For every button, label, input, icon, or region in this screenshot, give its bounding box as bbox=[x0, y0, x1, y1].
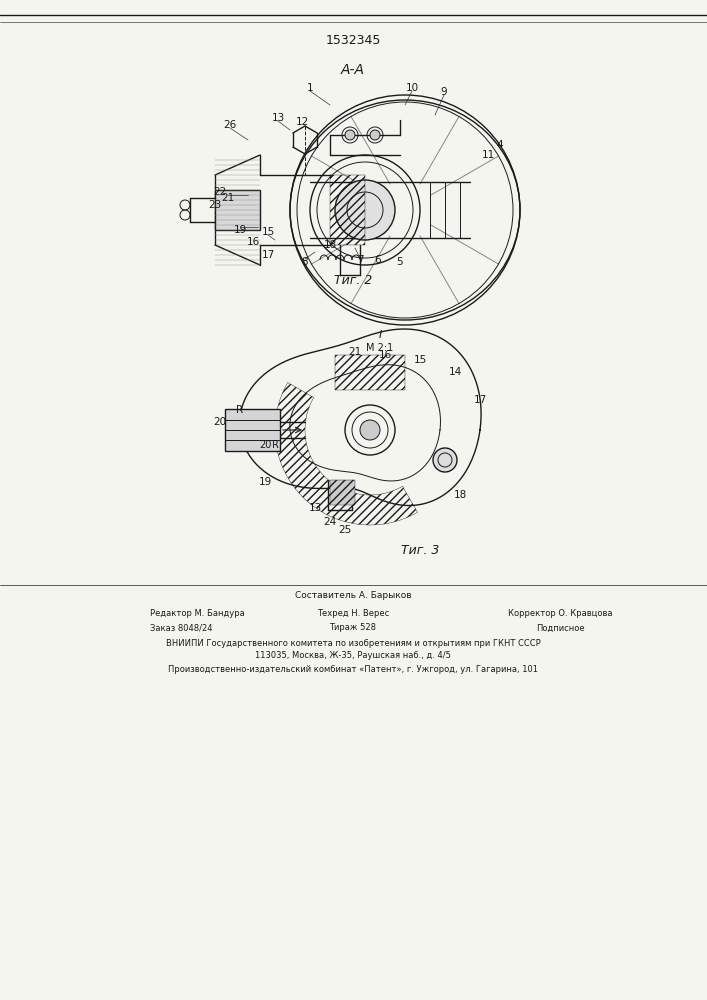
Text: Корректор О. Кравцова: Корректор О. Кравцова bbox=[508, 608, 612, 617]
Bar bbox=[225, 409, 280, 451]
Text: 1532345: 1532345 bbox=[325, 33, 380, 46]
Text: 19: 19 bbox=[258, 477, 271, 487]
Text: M 2:1: M 2:1 bbox=[366, 343, 394, 353]
Text: 23: 23 bbox=[209, 200, 221, 210]
Text: 26: 26 bbox=[223, 120, 237, 130]
Text: 14: 14 bbox=[448, 367, 462, 377]
Text: 113035, Москва, Ж-35, Раушская наб., д. 4/5: 113035, Москва, Ж-35, Раушская наб., д. … bbox=[255, 652, 451, 660]
Text: 18: 18 bbox=[453, 490, 467, 500]
Text: 16: 16 bbox=[246, 237, 259, 247]
Text: I: I bbox=[378, 330, 382, 340]
Text: 13: 13 bbox=[271, 113, 285, 123]
Text: 8: 8 bbox=[302, 257, 308, 267]
Text: 24: 24 bbox=[323, 517, 337, 527]
Text: 13: 13 bbox=[308, 503, 322, 513]
Circle shape bbox=[335, 180, 395, 240]
Text: 18: 18 bbox=[323, 240, 337, 250]
Circle shape bbox=[360, 420, 380, 440]
Text: 7: 7 bbox=[357, 255, 363, 265]
Text: 12: 12 bbox=[296, 117, 309, 127]
Text: 1: 1 bbox=[307, 83, 313, 93]
Bar bbox=[330, 480, 355, 505]
Text: A-A: A-A bbox=[341, 63, 365, 77]
Text: 21: 21 bbox=[349, 347, 361, 357]
Text: Заказ 8048/24: Заказ 8048/24 bbox=[150, 624, 213, 633]
Circle shape bbox=[370, 130, 380, 140]
Text: Тираж 528: Тираж 528 bbox=[329, 624, 377, 633]
Bar bbox=[335, 355, 405, 390]
Text: Производственно-издательский комбинат «Патент», г. Ужгород, ул. Гагарина, 101: Производственно-издательский комбинат «П… bbox=[168, 664, 538, 674]
Text: 17: 17 bbox=[262, 250, 274, 260]
Text: 20: 20 bbox=[259, 440, 271, 450]
Text: 4: 4 bbox=[497, 140, 503, 150]
Text: 6: 6 bbox=[375, 255, 381, 265]
Text: 25: 25 bbox=[339, 525, 351, 535]
Text: 9: 9 bbox=[440, 87, 448, 97]
Circle shape bbox=[345, 130, 355, 140]
Text: Подписное: Подписное bbox=[536, 624, 584, 633]
Circle shape bbox=[433, 448, 457, 472]
Text: 11: 11 bbox=[481, 150, 495, 160]
Text: Составитель А. Барыков: Составитель А. Барыков bbox=[295, 590, 411, 599]
Text: R: R bbox=[271, 440, 279, 450]
Text: 5: 5 bbox=[397, 257, 403, 267]
Text: Τиг. 3: Τиг. 3 bbox=[401, 544, 439, 556]
Text: 15: 15 bbox=[414, 355, 426, 365]
Bar bbox=[215, 190, 260, 230]
Text: 21: 21 bbox=[221, 193, 235, 203]
Text: 10: 10 bbox=[405, 83, 419, 93]
Text: Редактор М. Бандура: Редактор М. Бандура bbox=[150, 608, 245, 617]
Text: R: R bbox=[236, 405, 244, 415]
Text: Τиг. 2: Τиг. 2 bbox=[334, 273, 372, 286]
Text: ВНИИПИ Государственного комитета по изобретениям и открытиям при ГКНТ СССР: ВНИИПИ Государственного комитета по изоб… bbox=[165, 639, 540, 648]
Text: 15: 15 bbox=[262, 227, 274, 237]
Text: 19: 19 bbox=[233, 225, 247, 235]
Text: 17: 17 bbox=[474, 395, 486, 405]
Text: 16: 16 bbox=[378, 350, 392, 360]
Bar bbox=[330, 175, 365, 245]
Text: 20: 20 bbox=[214, 417, 226, 427]
Text: 22: 22 bbox=[214, 187, 227, 197]
Text: Техред Н. Верес: Техред Н. Верес bbox=[317, 608, 389, 617]
